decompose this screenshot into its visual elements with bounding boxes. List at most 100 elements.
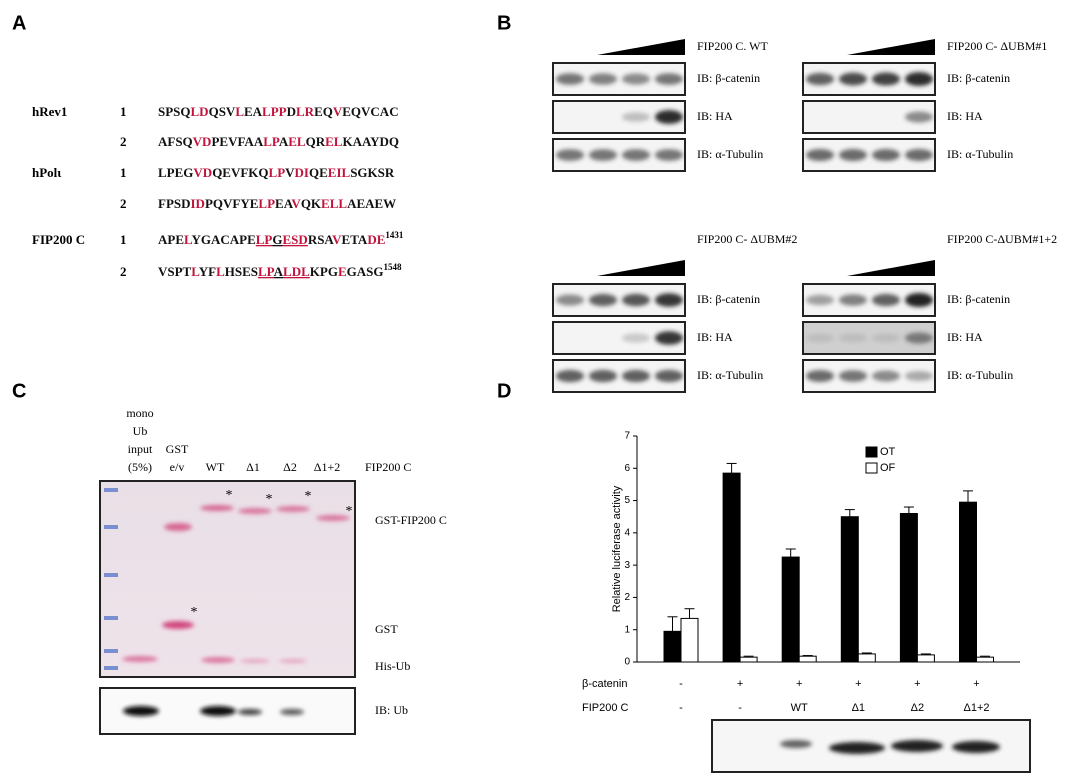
blot-title: FIP200 C- ΔUBM#1 bbox=[947, 39, 1047, 53]
residues: EQVCAC bbox=[342, 104, 398, 119]
panel-label: C bbox=[12, 380, 26, 402]
residues: LP bbox=[263, 134, 280, 149]
residues: KAAYDQ bbox=[342, 134, 399, 149]
protein-name: hRev1 bbox=[32, 104, 67, 119]
blot-band bbox=[655, 149, 683, 161]
lane-label: Δ1+2 bbox=[314, 460, 340, 474]
blot-band bbox=[905, 149, 933, 161]
residues: YF bbox=[199, 264, 216, 279]
residues: L bbox=[191, 264, 200, 279]
residues: ESD bbox=[283, 232, 308, 247]
legend-swatch bbox=[865, 446, 878, 458]
lane-label: input bbox=[128, 442, 153, 456]
blot-band bbox=[589, 149, 617, 161]
sequence: FPSDIDPQVFYELPEAVQKELLAEAEW bbox=[158, 196, 396, 211]
bar bbox=[798, 655, 817, 663]
blot-label: IB: β-catenin bbox=[947, 292, 1010, 306]
panel-label: B bbox=[497, 12, 511, 34]
blot-band bbox=[556, 294, 584, 306]
blot-label: IB: HA bbox=[697, 109, 733, 123]
lane-label: Δ2 bbox=[283, 460, 297, 474]
blot-band bbox=[655, 369, 683, 383]
bar bbox=[739, 656, 758, 663]
bar bbox=[976, 656, 994, 663]
motif-number: 2 bbox=[120, 134, 127, 149]
x-tick-label: Δ2 bbox=[911, 702, 924, 714]
residues: G bbox=[272, 232, 282, 247]
residues: LDL bbox=[283, 264, 310, 279]
ladder bbox=[104, 488, 118, 670]
protein-name: hPolι bbox=[32, 165, 61, 180]
protein-name: FIP200 C bbox=[32, 232, 85, 247]
blot-title: FIP200 C-ΔUBM#1+2 bbox=[947, 232, 1057, 246]
band-label: GST-FIP200 C bbox=[375, 513, 447, 527]
blot-band bbox=[806, 370, 834, 382]
sequence: SPSQLDQSVLEALPPDLREQVEQVCAC bbox=[158, 104, 399, 119]
x-tick-label: Δ1 bbox=[852, 702, 865, 714]
residues: L bbox=[184, 232, 193, 247]
blot-band bbox=[622, 333, 650, 343]
residues: V bbox=[333, 104, 343, 119]
band-marker: * bbox=[266, 492, 273, 507]
bar bbox=[840, 516, 859, 663]
bar bbox=[722, 472, 741, 663]
blot-bands bbox=[780, 740, 1000, 754]
blot-label: IB: HA bbox=[947, 330, 983, 344]
residues: LP bbox=[258, 196, 275, 211]
blot-band bbox=[839, 370, 867, 382]
residues: E bbox=[342, 232, 351, 247]
blot-label: IB: α-Tubulin bbox=[697, 368, 763, 382]
residues: ID bbox=[191, 196, 205, 211]
y-tick-label: 5 bbox=[624, 495, 630, 506]
residues: QEVFKQ bbox=[212, 165, 268, 180]
motif-number: 1 bbox=[120, 165, 127, 180]
blot-band bbox=[622, 112, 650, 122]
lane-label: Ub bbox=[133, 424, 148, 438]
y-tick-label: 1 bbox=[624, 624, 630, 635]
blot-label: IB: HA bbox=[947, 109, 983, 123]
blot-label: IB: Ub bbox=[375, 703, 408, 717]
gel-bands bbox=[122, 505, 350, 663]
residues: A bbox=[279, 134, 289, 149]
residues: VD bbox=[193, 134, 212, 149]
legend-label: OF bbox=[880, 462, 896, 474]
blot-band bbox=[806, 294, 834, 306]
error-bar bbox=[844, 509, 855, 517]
sequence: AFSQVDPEVFAALPAELQRELKAAYDQ bbox=[158, 134, 399, 149]
bar bbox=[781, 556, 800, 663]
y-tick-label: 0 bbox=[624, 657, 630, 668]
residues: SPSQ bbox=[158, 104, 191, 119]
lane-label: mono bbox=[126, 406, 153, 420]
blot-band bbox=[556, 149, 584, 161]
residues: V bbox=[285, 165, 295, 180]
bar bbox=[959, 501, 977, 663]
blot-label: IB: α-Tubulin bbox=[947, 147, 1013, 161]
band-marker: * bbox=[191, 605, 198, 620]
blot-band bbox=[872, 149, 900, 161]
blot-band bbox=[622, 293, 650, 307]
blot-band bbox=[655, 331, 683, 345]
residues: KPG bbox=[310, 264, 338, 279]
band-marker: * bbox=[305, 489, 312, 504]
y-tick-label: 3 bbox=[624, 560, 630, 571]
y-tick-label: 4 bbox=[624, 527, 630, 538]
x-tick-label: Δ1+2 bbox=[963, 702, 989, 714]
blot-label: IB: α-Tubulin bbox=[947, 368, 1013, 382]
blot-band bbox=[839, 333, 867, 343]
residues: L bbox=[216, 264, 225, 279]
residues: V bbox=[332, 232, 342, 247]
residues: TA bbox=[350, 232, 368, 247]
residues: QE bbox=[309, 165, 328, 180]
error-bar bbox=[684, 608, 695, 619]
band-label: GST bbox=[375, 622, 398, 636]
blot-band bbox=[589, 369, 617, 383]
blot-band bbox=[905, 332, 933, 344]
residues: DE bbox=[367, 232, 385, 247]
superscript: 1431 bbox=[385, 230, 404, 240]
bar bbox=[680, 617, 699, 663]
error-bar bbox=[667, 616, 678, 632]
blot-band bbox=[872, 293, 900, 307]
blot-label: IB: β-catenin bbox=[697, 71, 760, 85]
residues: QSV bbox=[209, 104, 236, 119]
residues: LPP bbox=[262, 104, 287, 119]
